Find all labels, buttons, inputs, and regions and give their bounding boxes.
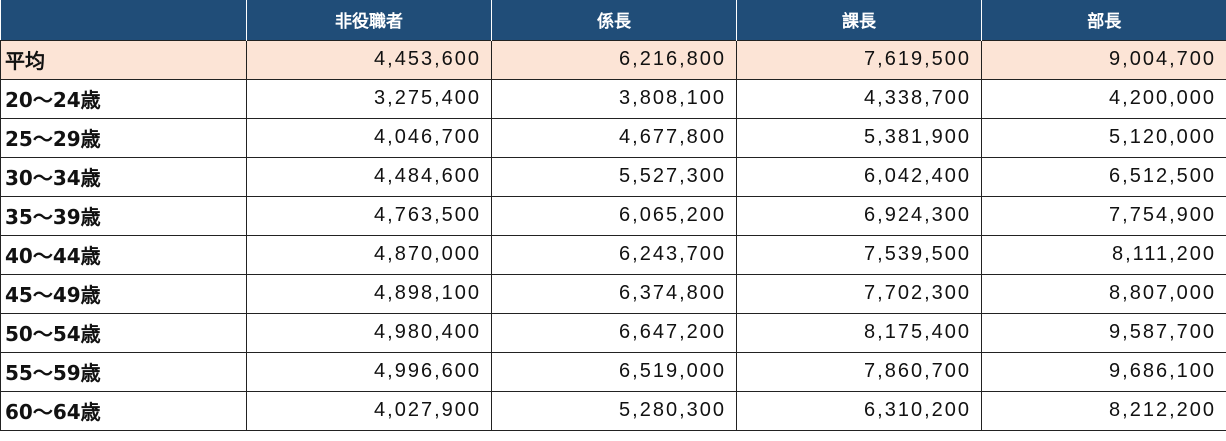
cell-value: 9,004,700 bbox=[981, 39, 1226, 80]
cell-value: 8,175,400 bbox=[736, 312, 982, 353]
cell-value: 4,046,700 bbox=[246, 117, 492, 158]
cell-value: 6,042,400 bbox=[736, 156, 982, 197]
row-label: 20～24歳 bbox=[0, 78, 247, 119]
cell-value: 4,338,700 bbox=[736, 78, 982, 119]
column-header: 非役職者 bbox=[246, 0, 492, 40]
cell-value: 6,519,000 bbox=[491, 351, 737, 392]
cell-value: 6,512,500 bbox=[981, 156, 1226, 197]
cell-value: 4,763,500 bbox=[246, 195, 492, 236]
cell-value: 9,587,700 bbox=[981, 312, 1226, 353]
cell-value: 4,870,000 bbox=[246, 234, 492, 275]
cell-value: 6,924,300 bbox=[736, 195, 982, 236]
header-row: 非役職者 係長 課長 部長 bbox=[0, 0, 1226, 40]
cell-value: 4,996,600 bbox=[246, 351, 492, 392]
cell-value: 3,275,400 bbox=[246, 78, 492, 119]
cell-value: 8,212,200 bbox=[981, 390, 1226, 431]
table-row: 35～39歳 4,763,500 6,065,200 6,924,300 7,754,9… bbox=[0, 195, 1226, 236]
cell-value: 5,527,300 bbox=[491, 156, 737, 197]
column-header: 課長 bbox=[736, 0, 982, 40]
corner-cell bbox=[0, 0, 247, 40]
table-row: 55～59歳 4,996,600 6,519,000 7,860,700 9,686,1… bbox=[0, 351, 1226, 392]
row-label: 45～49歳 bbox=[0, 273, 247, 314]
cell-value: 6,310,200 bbox=[736, 390, 982, 431]
row-label: 55～59歳 bbox=[0, 351, 247, 392]
cell-value: 6,243,700 bbox=[491, 234, 737, 275]
row-label: 60～64歳 bbox=[0, 390, 247, 431]
row-label: 平均 bbox=[0, 39, 247, 80]
cell-value: 3,808,100 bbox=[491, 78, 737, 119]
cell-value: 6,647,200 bbox=[491, 312, 737, 353]
row-label: 40～44歳 bbox=[0, 234, 247, 275]
cell-value: 6,374,800 bbox=[491, 273, 737, 314]
table-row: 25～29歳 4,046,700 4,677,800 5,381,900 5,120,0… bbox=[0, 117, 1226, 158]
column-header: 部長 bbox=[981, 0, 1226, 40]
salary-table: 非役職者 係長 課長 部長 平均 4,453,600 6,216,800 7,619,500… bbox=[0, 0, 1226, 431]
cell-value: 7,860,700 bbox=[736, 351, 982, 392]
cell-value: 9,686,100 bbox=[981, 351, 1226, 392]
table-row: 60～64歳 4,027,900 5,280,300 6,310,200 8,212,2… bbox=[0, 390, 1226, 431]
cell-value: 4,677,800 bbox=[491, 117, 737, 158]
table-row: 平均 4,453,600 6,216,800 7,619,500 9,004,700 bbox=[0, 39, 1226, 80]
cell-value: 8,807,000 bbox=[981, 273, 1226, 314]
cell-value: 5,120,000 bbox=[981, 117, 1226, 158]
cell-value: 4,484,600 bbox=[246, 156, 492, 197]
row-label: 25～29歳 bbox=[0, 117, 247, 158]
table-row: 40～44歳 4,870,000 6,243,700 7,539,500 8,111,2… bbox=[0, 234, 1226, 275]
row-label: 30～34歳 bbox=[0, 156, 247, 197]
table-row: 30～34歳 4,484,600 5,527,300 6,042,400 6,512,5… bbox=[0, 156, 1226, 197]
cell-value: 4,027,900 bbox=[246, 390, 492, 431]
table-body: 平均 4,453,600 6,216,800 7,619,500 9,004,700 20… bbox=[0, 39, 1226, 431]
cell-value: 4,898,100 bbox=[246, 273, 492, 314]
table-row: 45～49歳 4,898,100 6,374,800 7,702,300 8,807,0… bbox=[0, 273, 1226, 314]
cell-value: 7,754,900 bbox=[981, 195, 1226, 236]
column-header: 係長 bbox=[491, 0, 737, 40]
table-row: 20～24歳 3,275,400 3,808,100 4,338,700 4,200,0… bbox=[0, 78, 1226, 119]
row-label: 50～54歳 bbox=[0, 312, 247, 353]
cell-value: 6,065,200 bbox=[491, 195, 737, 236]
cell-value: 7,539,500 bbox=[736, 234, 982, 275]
cell-value: 4,980,400 bbox=[246, 312, 492, 353]
cell-value: 5,280,300 bbox=[491, 390, 737, 431]
cell-value: 7,702,300 bbox=[736, 273, 982, 314]
row-label: 35～39歳 bbox=[0, 195, 247, 236]
table-row: 50～54歳 4,980,400 6,647,200 8,175,400 9,587,7… bbox=[0, 312, 1226, 353]
cell-value: 8,111,200 bbox=[981, 234, 1226, 275]
cell-value: 6,216,800 bbox=[491, 39, 737, 80]
cell-value: 4,453,600 bbox=[246, 39, 492, 80]
cell-value: 7,619,500 bbox=[736, 39, 982, 80]
cell-value: 4,200,000 bbox=[981, 78, 1226, 119]
cell-value: 5,381,900 bbox=[736, 117, 982, 158]
